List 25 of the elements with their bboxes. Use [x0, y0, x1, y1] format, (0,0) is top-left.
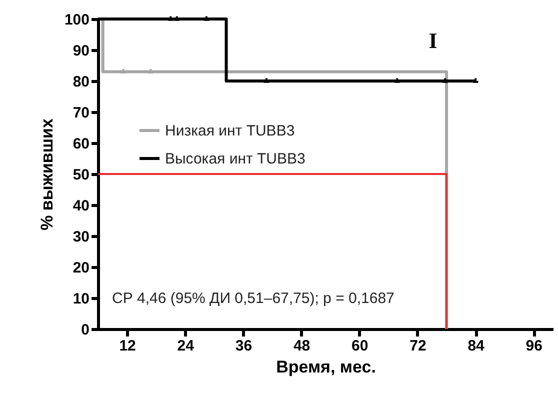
x-tick-label: 84 [468, 338, 486, 354]
y-tick-label: 0 [81, 322, 90, 338]
x-tick-label: 96 [526, 338, 542, 354]
y-axis-title: % выживших [37, 118, 56, 230]
x-tick-label: 72 [410, 338, 426, 354]
y-tick-label: 90 [72, 42, 90, 60]
annotation: I [428, 28, 438, 53]
y-tick-label: 20 [72, 260, 90, 276]
y-tick-label: 10 [72, 290, 90, 308]
y-tick-label: 40 [72, 198, 90, 214]
x-tick-label: 60 [352, 338, 368, 354]
x-tick-label: 36 [235, 338, 252, 354]
y-tick-label: 30 [72, 228, 90, 246]
y-tick-label: 100 [64, 12, 90, 28]
x-axis-title: Время, мес. [276, 358, 376, 376]
x-tick-label: 48 [293, 338, 310, 354]
y-tick-label: 80 [72, 74, 90, 90]
y-tick-label: 70 [72, 104, 90, 122]
y-tick-label: 60 [72, 136, 90, 152]
x-tick-label: 24 [177, 338, 195, 354]
y-tick-label: 50 [72, 166, 90, 184]
legend-label: Высокая инт TUBB3 [165, 150, 306, 168]
annotation: СР 4,46 (95% ДИ 0,51–67,75); p = 0,1687 [112, 290, 394, 307]
legend-label: Низкая инт TUBB3 [165, 122, 295, 140]
x-tick-label: 12 [119, 338, 136, 354]
